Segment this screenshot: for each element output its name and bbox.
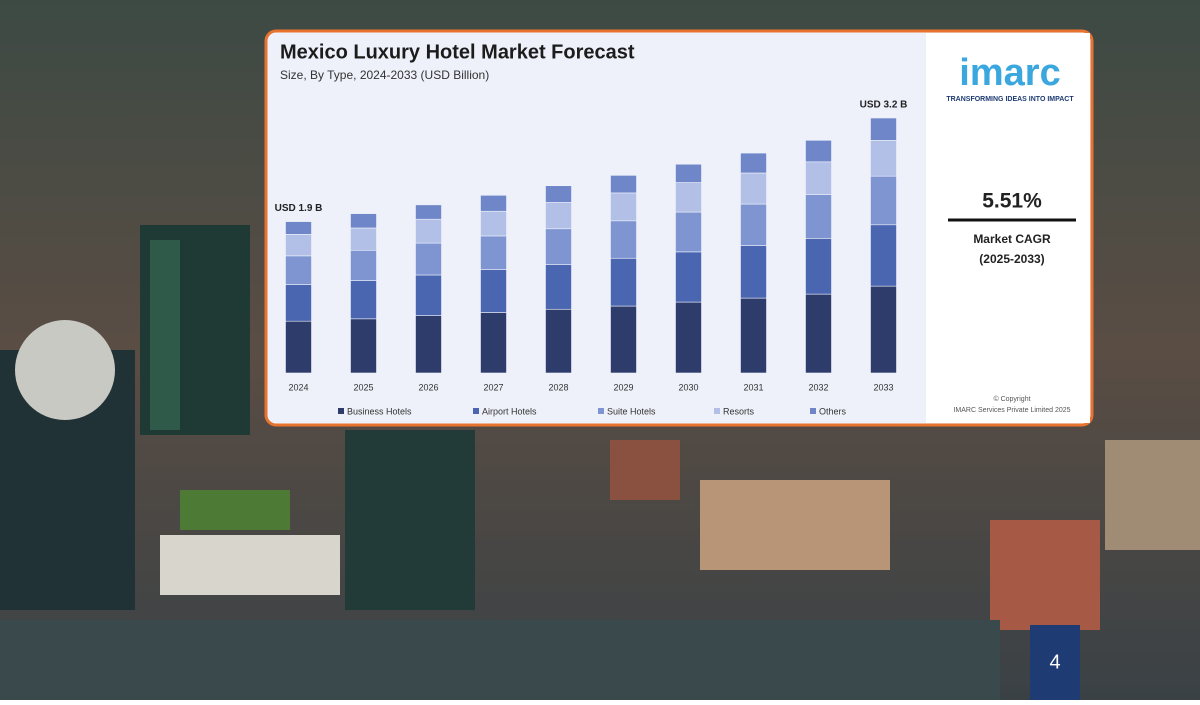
page-number-box [1030,625,1080,700]
bar-segment [805,238,832,295]
bar-segment [480,269,507,313]
chart-subtitle: Size, By Type, 2024-2033 (USD Billion) [280,68,489,82]
bar-segment [415,315,442,374]
bar-segment [480,312,507,374]
legend-label: Others [819,406,847,416]
x-tick-label: 2029 [613,382,633,392]
legend-label: Resorts [723,406,755,416]
bar-segment [285,320,312,374]
total-label: USD 1.9 B [275,203,323,214]
logo: imarc [959,52,1060,94]
plot: 2024 2025 2026 2027 2028 2029 2030 2031 2032 2033… [275,100,908,417]
bar-segment [545,202,572,230]
bar-segment [870,140,897,177]
bar-segment [285,221,312,235]
copyright: © Copyright [993,395,1030,403]
bar-segment [350,213,377,229]
bar-segment [870,285,897,374]
x-tick-label: 2025 [353,382,373,392]
x-tick-label: 2032 [808,382,828,392]
bar-segment [610,192,637,222]
page-number: 4 [1049,651,1060,673]
cagr-value: 5.51% [982,190,1042,213]
bar-segment [480,194,507,212]
x-tick-label: 2033 [873,382,893,392]
x-tick-label: 2030 [678,382,698,392]
bar-segment [415,242,442,276]
bar-segment [740,203,767,246]
bar-segment [610,220,637,259]
legend-swatch [810,408,816,414]
bar-segment [675,163,702,183]
bar-segment [740,152,767,174]
legend-label: Business Hotels [347,406,412,416]
bar-segment [610,175,637,194]
bar-segment [350,280,377,320]
bar-segment [350,249,377,281]
bar-segment [675,211,702,253]
chart-title: Mexico Luxury Hotel Market Forecast [280,41,635,63]
x-tick-label: 2026 [418,382,438,392]
bar-segment [805,161,832,195]
bar-segment [415,218,442,244]
legend-swatch [598,408,604,414]
city-decoration [0,225,1200,700]
bar-segment [545,228,572,265]
cagr-period: (2025-2033) [979,252,1044,266]
bar-segment [350,318,377,374]
bar-segment [480,210,507,237]
bar-segment [415,274,442,316]
bar-segment [870,224,897,287]
bar-segment [870,175,897,226]
bar-segment [805,194,832,239]
bar-segment [285,284,312,322]
bar-segment [740,297,767,374]
bar-segment [740,245,767,299]
bar-segment [870,117,897,141]
side-panel [926,33,1090,423]
legend-swatch [473,408,479,414]
legend-swatch [338,408,344,414]
bar-segment [350,227,377,251]
bar-segment [740,172,767,205]
bar-segment [675,301,702,374]
bar-segment [610,305,637,374]
bar-segment [675,251,702,303]
bar-segment [545,264,572,310]
bar-segment [805,140,832,163]
x-tick-label: 2031 [743,382,763,392]
publisher: IMARC Services Private Limited 2025 [953,407,1070,414]
tagline: TRANSFORMING IDEAS INTO IMPACT [946,96,1074,103]
bar-segment [545,308,572,374]
legend-label: Airport Hotels [482,406,537,416]
bar-segment [415,204,442,220]
total-label: USD 3.2 B [860,100,908,111]
bar-segment [545,185,572,203]
x-tick-label: 2024 [288,382,308,392]
legend-label: Suite Hotels [607,406,656,416]
bar-segment [675,182,702,213]
legend-swatch [714,408,720,414]
bar-segment [610,257,637,307]
bar-segment [285,234,312,257]
bar-segment [285,255,312,285]
x-tick-label: 2028 [548,382,568,392]
x-tick-label: 2027 [483,382,503,392]
bar-segment [805,293,832,374]
cagr-label: Market CAGR [973,232,1051,246]
bar-segment [480,235,507,270]
